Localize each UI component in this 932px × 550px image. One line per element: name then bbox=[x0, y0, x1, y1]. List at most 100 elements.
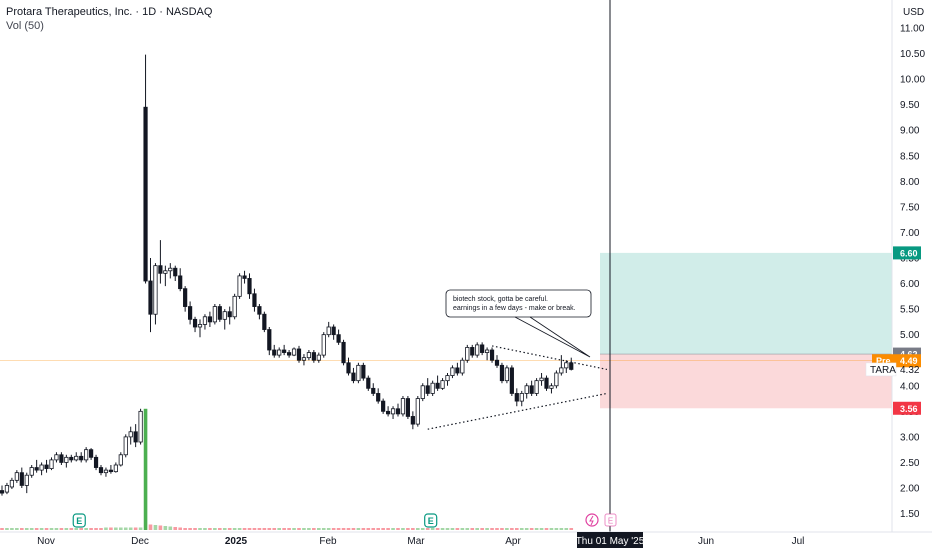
candle bbox=[163, 265, 168, 287]
candle bbox=[514, 388, 519, 407]
volume-bar bbox=[420, 528, 425, 530]
candle bbox=[475, 342, 480, 358]
volume-bar bbox=[232, 528, 237, 530]
volume-bar bbox=[569, 528, 574, 530]
volume-bar bbox=[524, 528, 529, 530]
time-axis[interactable]: Nov Dec 2025 Feb Mar Apr Jun Jul bbox=[0, 531, 932, 550]
candle-body bbox=[286, 352, 292, 356]
annotation-box[interactable] bbox=[445, 289, 592, 318]
earnings-event-marker[interactable]: E bbox=[72, 513, 86, 528]
candle bbox=[509, 365, 514, 396]
volume-bar bbox=[445, 528, 450, 530]
trendlines[interactable] bbox=[427, 345, 608, 430]
volume-bar bbox=[133, 527, 138, 530]
volume-bar bbox=[485, 528, 489, 530]
earnings-icon-letter: E bbox=[428, 516, 434, 526]
candle-body bbox=[272, 349, 277, 356]
candle-body bbox=[415, 398, 420, 425]
candle-body bbox=[4, 485, 10, 493]
candle-body bbox=[54, 454, 59, 461]
candle-body bbox=[420, 385, 425, 399]
volume-bar bbox=[554, 528, 559, 530]
candle bbox=[356, 362, 361, 384]
candle-body bbox=[49, 459, 54, 469]
future-earnings-marker[interactable]: E bbox=[604, 513, 617, 527]
candle-body bbox=[24, 474, 29, 486]
candle bbox=[549, 383, 554, 394]
candle-body bbox=[267, 329, 272, 351]
volume-bar bbox=[282, 528, 286, 530]
volume-bar bbox=[346, 528, 351, 530]
candle-body bbox=[98, 467, 104, 474]
candle bbox=[247, 273, 252, 299]
chart-legend: Protara Therapeutics, Inc. · 1D · NASDAQ… bbox=[6, 5, 212, 33]
dividend-event-marker[interactable] bbox=[585, 513, 599, 527]
candle-body bbox=[64, 456, 69, 463]
candle bbox=[207, 311, 212, 327]
time-tick-label: Jun bbox=[698, 536, 714, 547]
volume-bar bbox=[326, 528, 331, 530]
volume-bar bbox=[208, 528, 212, 530]
candle-body bbox=[93, 456, 99, 468]
candle-body bbox=[366, 377, 371, 389]
candle-body bbox=[148, 280, 153, 315]
candle bbox=[123, 434, 128, 458]
candle-body bbox=[514, 393, 519, 402]
future-earnings-letter: E bbox=[608, 517, 613, 526]
candle bbox=[217, 304, 222, 322]
candle-body bbox=[445, 375, 450, 382]
candlesticks bbox=[0, 54, 574, 496]
candle-body bbox=[192, 318, 198, 328]
volume-bar bbox=[203, 528, 207, 530]
candle-body bbox=[435, 382, 440, 389]
volume-bar bbox=[302, 528, 306, 530]
crosshair-date-background bbox=[577, 532, 643, 548]
candle-body bbox=[212, 306, 217, 323]
candle-body bbox=[301, 357, 307, 361]
symbol-tag bbox=[865, 362, 897, 377]
candle bbox=[460, 357, 465, 376]
candle-body bbox=[529, 385, 534, 394]
candle bbox=[252, 288, 257, 312]
volume-bar bbox=[455, 528, 460, 530]
annotation-pointer bbox=[514, 316, 591, 358]
candle bbox=[415, 396, 420, 427]
earnings-icon bbox=[72, 513, 86, 528]
candle-body bbox=[227, 311, 232, 318]
volume-bar bbox=[430, 528, 435, 530]
candle-body bbox=[0, 490, 5, 494]
candle-body bbox=[484, 349, 490, 353]
volume-bar bbox=[287, 528, 291, 530]
candle bbox=[103, 467, 109, 477]
price-tick-label: 11.00 bbox=[900, 24, 925, 35]
volume-bar bbox=[79, 528, 83, 530]
volume-bar bbox=[20, 528, 24, 530]
candle bbox=[381, 398, 386, 414]
candle-body bbox=[143, 106, 148, 282]
candle-body bbox=[277, 349, 282, 356]
candle bbox=[331, 324, 336, 340]
price-axis[interactable]: USD 11.00 10.50 10.00 9.50 9.00 8.50 8.00 7.50 7… bbox=[891, 0, 932, 546]
candle bbox=[64, 454, 69, 468]
earnings-event-marker[interactable]: E bbox=[424, 513, 438, 528]
candle bbox=[361, 362, 366, 381]
candle bbox=[326, 321, 331, 338]
text-annotation[interactable]: biotech stock, gotta be careful. earning… bbox=[445, 289, 592, 358]
volume-bar bbox=[406, 528, 410, 530]
volume-bar bbox=[49, 528, 54, 530]
candle-body bbox=[499, 364, 505, 382]
candle bbox=[405, 396, 411, 419]
candle-body bbox=[187, 306, 193, 320]
volume-bar bbox=[69, 528, 74, 530]
candle-body bbox=[504, 367, 510, 382]
candle-body bbox=[197, 324, 203, 328]
candle bbox=[267, 327, 272, 356]
trendline[interactable] bbox=[427, 392, 608, 430]
candle bbox=[450, 365, 455, 379]
time-tick-label: Mar bbox=[407, 536, 425, 547]
candle-body bbox=[489, 349, 495, 361]
trendline[interactable] bbox=[491, 345, 608, 371]
volume-bar bbox=[252, 528, 257, 530]
